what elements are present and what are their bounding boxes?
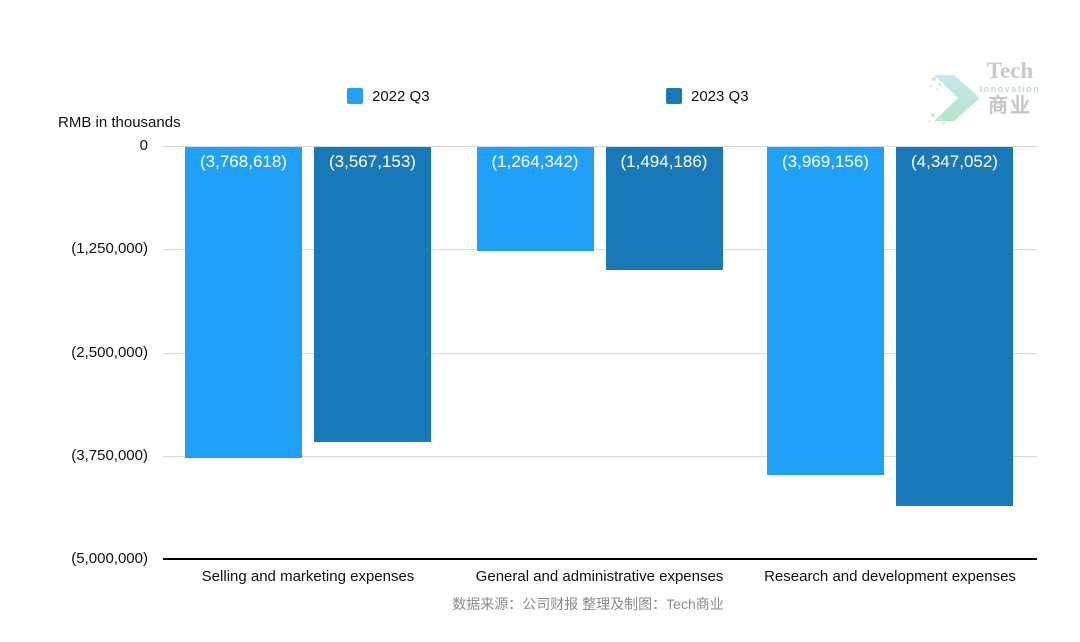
y-tick-label: (5,000,000): [71, 550, 148, 567]
tech-innovation-logo: Tech Innovation 商业: [928, 58, 1050, 128]
legend-item-2023-q3: 2023 Q3: [666, 87, 749, 105]
gridline: [163, 352, 1037, 354]
bar-2023-q3-category-2: (4,347,052): [896, 147, 1013, 507]
y-tick-label: (3,750,000): [71, 446, 148, 464]
category-label: General and administrative expenses: [475, 568, 724, 585]
y-tick-label: (1,250,000): [71, 240, 148, 258]
logo-shangye-label: 商业: [988, 95, 1032, 117]
category-label: Selling and marketing expenses: [201, 568, 415, 585]
y-tick-label: (2,500,000): [71, 343, 148, 361]
bar-value-label: (3,567,153): [329, 152, 416, 171]
bar-value-label: (4,347,052): [911, 152, 998, 171]
y-tick-label: 0: [139, 137, 148, 154]
gridline: [163, 249, 1037, 251]
bar-2023-q3-category-0: (3,567,153): [314, 147, 431, 442]
bar-2022-q3-category-0: (3,768,618): [185, 147, 302, 459]
plot-area: (3,768,618) (3,567,153) Selling and market…: [163, 146, 1037, 585]
bar-2022-q3-category-2: (3,969,156): [767, 147, 884, 475]
bar-value-label: (3,768,618): [200, 152, 287, 171]
source-note: 数据来源：公司财报 整理及制图：Tech商业: [452, 596, 724, 612]
bar-2023-q3-category-1: (1,494,186): [605, 147, 723, 271]
axis-unit-note: RMB in thousands: [58, 114, 181, 131]
bar-value-label: (1,264,342): [491, 152, 579, 171]
bar-2022-q3-category-1: (1,264,342): [476, 147, 594, 252]
x-axis-line: [163, 558, 1037, 560]
legend-label-2022-q3: 2022 Q3: [372, 87, 430, 105]
gridline: [163, 455, 1037, 457]
bar-value-label: (1,494,186): [620, 152, 708, 171]
bar-value-label: (3,969,156): [782, 152, 869, 171]
chevron-arrow-icon: [929, 75, 980, 125]
logo-text: Tech Innovation 商业: [970, 58, 1050, 118]
category-label: Research and development expenses: [764, 568, 1016, 585]
logo-tech-label: Tech: [986, 58, 1034, 83]
logo-innovation-label: Innovation: [979, 84, 1041, 94]
legend-swatch-2023-q3-icon: [666, 88, 682, 104]
legend-label-2023-q3: 2023 Q3: [691, 87, 749, 105]
legend-swatch-2022-q3-icon: [347, 88, 363, 104]
gridline: [163, 146, 1037, 147]
legend-item-2022-q3: 2022 Q3: [347, 87, 430, 105]
